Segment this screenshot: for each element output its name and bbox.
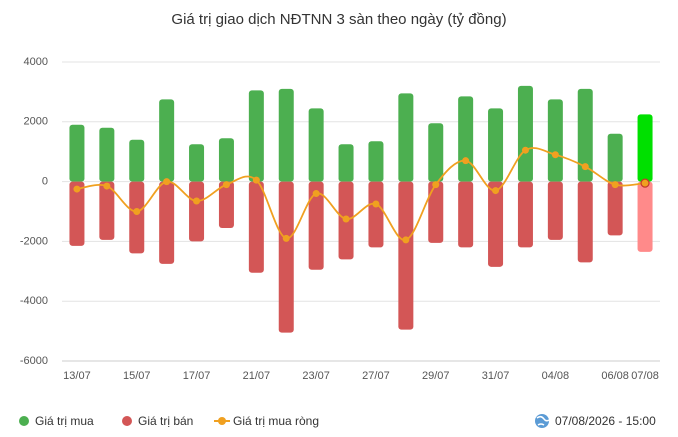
legend-swatch <box>19 416 29 426</box>
line-point <box>581 163 589 171</box>
legend-swatch <box>218 417 226 425</box>
x-tick-label: 07/08 <box>631 370 659 382</box>
bar <box>458 96 474 182</box>
bar <box>577 88 593 182</box>
legend-swatch <box>122 416 132 426</box>
x-tick-label: 31/07 <box>482 370 510 382</box>
bar <box>218 181 234 228</box>
bar <box>278 181 294 333</box>
y-tick-label: 4000 <box>24 56 48 68</box>
x-tick-label: 29/07 <box>422 370 450 382</box>
x-tick-label: 21/07 <box>243 370 271 382</box>
legend-label: Giá trị mua <box>35 414 94 428</box>
line-point <box>492 187 500 195</box>
bar <box>129 181 145 254</box>
x-tick-label: 23/07 <box>302 370 330 382</box>
bar <box>547 99 563 182</box>
bar <box>428 181 444 243</box>
line-point <box>551 151 559 159</box>
bar <box>248 90 264 182</box>
bar <box>69 181 85 246</box>
bar <box>577 181 593 263</box>
line-point <box>402 236 410 244</box>
line-point <box>462 157 470 165</box>
bar <box>368 181 384 248</box>
bar <box>637 181 653 252</box>
bar <box>69 124 85 182</box>
line-point <box>432 181 440 189</box>
bar <box>159 99 175 182</box>
bar <box>159 181 175 264</box>
bar <box>488 181 504 267</box>
bar <box>517 85 533 182</box>
y-tick-label: -4000 <box>20 295 48 307</box>
line-point <box>312 190 320 198</box>
line-point <box>133 208 141 215</box>
line-point <box>640 178 650 188</box>
bar <box>218 138 234 182</box>
bar <box>547 181 563 240</box>
bar <box>428 123 444 182</box>
bar <box>278 88 294 182</box>
bar <box>99 127 115 182</box>
y-tick-label: -2000 <box>20 235 48 247</box>
line-point <box>252 176 260 184</box>
bar <box>338 144 354 182</box>
bar <box>637 114 653 182</box>
bar <box>189 144 205 182</box>
line-point <box>372 200 380 208</box>
y-tick-label: 0 <box>42 176 48 188</box>
line-point <box>222 181 230 189</box>
line-point <box>73 185 81 193</box>
bar <box>129 139 145 182</box>
x-tick-label: 06/08 <box>601 370 629 382</box>
chart-title: Giá trị giao dịch NĐTNN 3 sàn theo ngày … <box>171 11 506 28</box>
line-point <box>521 146 529 154</box>
bar <box>308 181 324 270</box>
bar <box>458 181 474 248</box>
x-tick-label: 27/07 <box>362 370 390 382</box>
y-tick-label: 2000 <box>24 116 48 128</box>
bar <box>189 181 205 242</box>
bar <box>248 181 264 273</box>
bar <box>99 181 115 240</box>
x-tick-label: 04/08 <box>542 370 570 382</box>
bar <box>398 181 414 330</box>
line-point <box>611 181 619 189</box>
x-tick-label: 17/07 <box>183 370 211 382</box>
line-point <box>342 215 350 223</box>
bar <box>308 108 324 182</box>
line-point <box>282 234 290 242</box>
timestamp-icon <box>535 414 550 428</box>
y-tick-label: -6000 <box>20 355 48 367</box>
x-tick-label: 13/07 <box>63 370 91 382</box>
line-point <box>163 178 171 186</box>
bar <box>368 141 384 182</box>
timestamp: 07/08/2026 - 15:00 <box>555 414 656 428</box>
line-point <box>103 182 111 190</box>
bar <box>398 93 414 182</box>
bar <box>488 108 504 182</box>
bar <box>517 181 533 248</box>
bar <box>607 181 623 236</box>
legend-label: Giá trị mua ròng <box>233 414 319 428</box>
legend-label: Giá trị bán <box>138 414 193 428</box>
line <box>76 147 646 241</box>
line-point <box>193 197 201 205</box>
x-tick-label: 15/07 <box>123 370 151 382</box>
bar <box>607 133 623 182</box>
